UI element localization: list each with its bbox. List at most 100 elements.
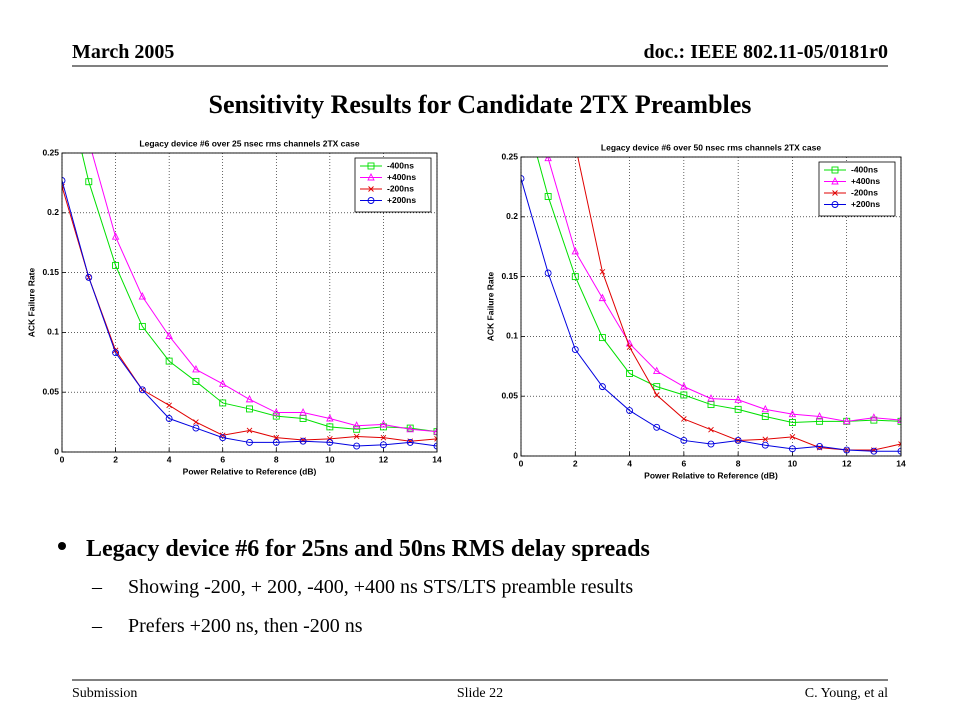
- legend-label: -200ns: [387, 183, 414, 193]
- x-tick-label: 10: [788, 458, 798, 468]
- sub-dash: –: [91, 576, 103, 598]
- marker-triangle: [192, 364, 200, 373]
- marker-triangle: [406, 424, 414, 433]
- series-line: [547, 157, 901, 422]
- marker-circle: [299, 437, 307, 445]
- marker-triangle: [831, 176, 839, 185]
- marker-triangle: [218, 379, 227, 387]
- marker-square: [788, 419, 796, 426]
- marker-square: [680, 391, 688, 399]
- y-tick-label: 0.15: [42, 267, 59, 277]
- marker-x: [327, 436, 333, 442]
- y-axis-label: ACK Failure Rate: [485, 272, 495, 342]
- plot-frame: [520, 156, 902, 457]
- marker-circle: [379, 441, 387, 449]
- chart: Legacy device #6 over 50 nsec rms channe…: [485, 70, 906, 480]
- marker-circle: [406, 438, 414, 446]
- marker-square: [326, 423, 334, 431]
- marker-circle: [112, 349, 120, 357]
- y-tick-label: 0.05: [42, 386, 59, 396]
- marker-triangle: [788, 409, 797, 418]
- marker-x: [353, 433, 360, 440]
- marker-triangle: [165, 331, 173, 339]
- marker-circle: [831, 201, 839, 208]
- x-tick-label: 8: [736, 458, 741, 468]
- data-layer: [518, 70, 901, 455]
- chart: Legacy device #6 over 25 nsec rms channe…: [26, 66, 442, 476]
- marker-x: [573, 143, 578, 148]
- bullet-main: Legacy device #6 for 25ns and 50ns RMS d…: [86, 536, 650, 562]
- x-tick-label: 0: [60, 454, 65, 464]
- legend-label: -200ns: [851, 187, 878, 197]
- marker-square: [138, 322, 146, 330]
- marker-circle: [598, 383, 606, 391]
- y-tick-label: 0: [513, 450, 518, 460]
- header-date: March 2005: [72, 41, 174, 63]
- x-tick-label: 2: [113, 454, 118, 464]
- marker-square: [831, 166, 839, 174]
- y-tick-label: 0.2: [506, 211, 518, 221]
- footer-left: Submission: [72, 686, 137, 701]
- marker-circle: [367, 197, 375, 204]
- y-tick-label: 0.25: [501, 151, 518, 161]
- marker-x: [434, 436, 437, 442]
- marker-triangle: [598, 293, 607, 302]
- marker-circle: [571, 346, 579, 354]
- footer-right: C. Young, et al: [805, 686, 888, 701]
- chart-title: Legacy device #6 over 25 nsec rms channe…: [139, 138, 359, 148]
- bullet-dot: [58, 542, 66, 550]
- y-tick-label: 0.2: [47, 207, 59, 217]
- marker-circle: [219, 434, 227, 442]
- marker-circle: [897, 447, 901, 455]
- marker-triangle: [652, 366, 661, 375]
- marker-x: [708, 426, 714, 433]
- marker-square: [353, 425, 361, 433]
- marker-triangle: [86, 138, 92, 144]
- marker-triangle: [111, 232, 120, 240]
- marker-triangle: [518, 70, 524, 76]
- marker-square: [59, 66, 65, 72]
- marker-triangle: [680, 382, 688, 390]
- y-tick-label: 0.1: [47, 327, 59, 337]
- marker-x: [368, 186, 374, 192]
- marker-triangle: [433, 427, 437, 435]
- x-tick-label: 12: [379, 454, 389, 464]
- y-tick-label: 0.15: [501, 271, 518, 281]
- x-tick-label: 14: [432, 454, 442, 464]
- x-tick-label: 8: [274, 454, 279, 464]
- x-tick-label: 12: [842, 458, 852, 468]
- marker-x: [246, 427, 253, 434]
- legend: -400ns +400ns-200ns +200ns: [354, 157, 432, 213]
- x-tick-label: 2: [573, 458, 578, 468]
- plot-frame: [61, 152, 438, 453]
- x-axis-label: Power Relative to Reference (dB): [644, 470, 778, 480]
- marker-circle: [788, 445, 796, 453]
- marker-x: [599, 268, 606, 275]
- marker-triangle: [245, 394, 254, 403]
- footer-center: Slide 22: [457, 686, 503, 701]
- x-tick-label: 10: [325, 454, 335, 464]
- legend-label: +200ns: [851, 199, 880, 209]
- marker-square: [816, 417, 824, 425]
- marker-triangle: [761, 404, 770, 413]
- series-line: [91, 153, 437, 433]
- x-tick-label: 14: [896, 458, 906, 468]
- marker-circle: [544, 269, 552, 277]
- marker-circle: [138, 386, 146, 394]
- series-line: [81, 153, 437, 433]
- data-layer: [59, 66, 437, 450]
- marker-circle: [272, 438, 280, 446]
- marker-square: [734, 405, 742, 413]
- series-line: [62, 180, 437, 447]
- marker-square: [272, 412, 280, 420]
- legend-label: +200ns: [387, 195, 416, 205]
- marker-triangle: [571, 246, 580, 255]
- marker-square: [219, 399, 227, 407]
- marker-triangle: [707, 394, 715, 402]
- marker-square: [299, 415, 307, 422]
- marker-square: [367, 162, 375, 170]
- y-tick-label: 0.05: [501, 390, 518, 400]
- marker-x: [898, 441, 901, 447]
- marker-x: [193, 419, 199, 425]
